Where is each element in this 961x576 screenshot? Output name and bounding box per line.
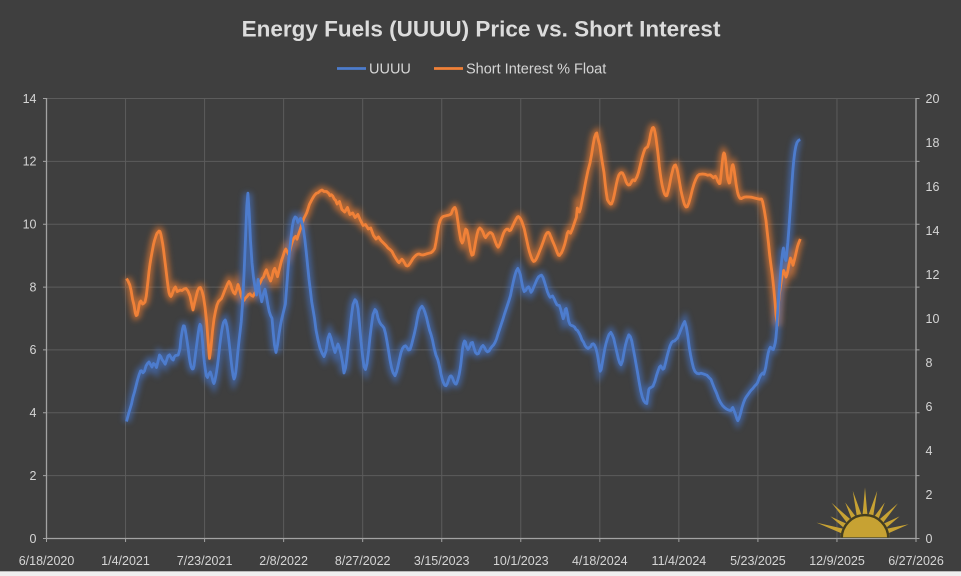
svg-text:11/4/2024: 11/4/2024 <box>652 554 707 568</box>
svg-text:3/15/2023: 3/15/2023 <box>414 554 470 568</box>
svg-text:2: 2 <box>30 469 37 483</box>
svg-text:14: 14 <box>23 92 37 106</box>
svg-text:8/27/2022: 8/27/2022 <box>335 554 391 568</box>
svg-text:4/18/2024: 4/18/2024 <box>572 554 628 568</box>
svg-text:5/23/2025: 5/23/2025 <box>730 554 786 568</box>
svg-text:4: 4 <box>30 406 37 420</box>
svg-text:14: 14 <box>926 224 940 238</box>
svg-text:2: 2 <box>926 488 933 502</box>
svg-text:6/18/2020: 6/18/2020 <box>19 554 75 568</box>
svg-text:6: 6 <box>926 400 933 414</box>
svg-text:4: 4 <box>926 444 933 458</box>
svg-text:0: 0 <box>30 532 37 546</box>
svg-text:12: 12 <box>23 155 37 169</box>
svg-text:Energy Fuels (UUUU) Price vs.: Energy Fuels (UUUU) Price vs. Short Inte… <box>242 17 721 42</box>
svg-text:UUUU: UUUU <box>369 62 411 78</box>
svg-text:8: 8 <box>30 280 37 294</box>
svg-text:16: 16 <box>926 180 940 194</box>
svg-text:12/9/2025: 12/9/2025 <box>809 554 865 568</box>
svg-text:12: 12 <box>926 268 940 282</box>
svg-text:1/4/2021: 1/4/2021 <box>101 554 150 568</box>
svg-text:6: 6 <box>30 343 37 357</box>
svg-text:6/27/2026: 6/27/2026 <box>888 554 944 568</box>
svg-text:10: 10 <box>926 312 940 326</box>
svg-text:7/23/2021: 7/23/2021 <box>177 554 233 568</box>
svg-text:Short Interest % Float: Short Interest % Float <box>466 62 606 78</box>
svg-text:20: 20 <box>926 92 940 106</box>
svg-text:2/8/2022: 2/8/2022 <box>259 554 308 568</box>
svg-text:18: 18 <box>926 136 940 150</box>
svg-text:0: 0 <box>926 532 933 546</box>
svg-text:8: 8 <box>926 356 933 370</box>
svg-text:10/1/2023: 10/1/2023 <box>493 554 549 568</box>
svg-text:10: 10 <box>23 218 37 232</box>
